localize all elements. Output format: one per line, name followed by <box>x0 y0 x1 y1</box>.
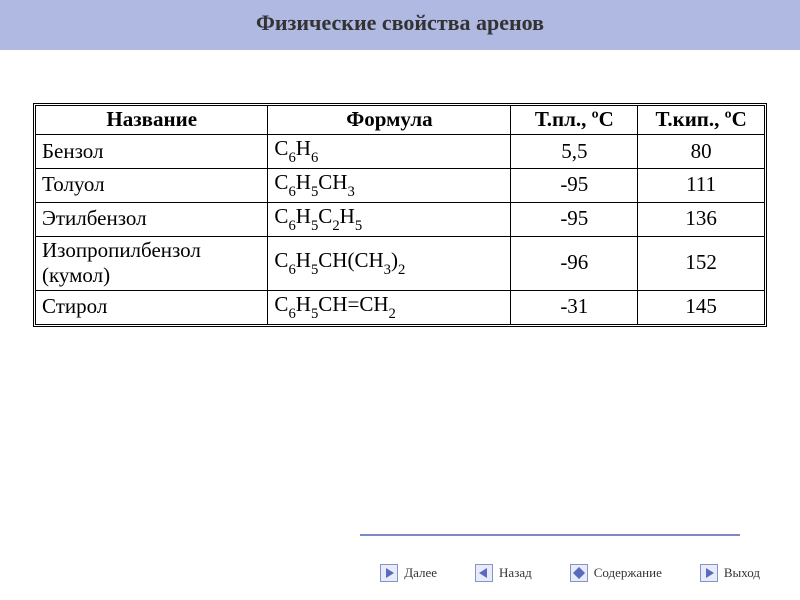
table-row: СтиролC6H5CH=CH2-31145 <box>36 291 765 325</box>
cell-tboil: 80 <box>638 135 765 169</box>
cell-name: Стирол <box>36 291 268 325</box>
triangle-right-icon <box>700 564 718 582</box>
table-body: БензолC6H65,580ТолуолC6H5CH3-95111Этилбе… <box>36 135 765 325</box>
col-header-name: Название <box>36 106 268 135</box>
cell-tboil: 136 <box>638 202 765 236</box>
triangle-right-icon <box>380 564 398 582</box>
col-header-tboil: Т.кип., ºС <box>638 106 765 135</box>
cell-formula: C6H5CH3 <box>268 169 511 203</box>
table-header-row: Название Формула Т.пл., ºС Т.кип., ºС <box>36 106 765 135</box>
cell-formula: C6H5C2H5 <box>268 202 511 236</box>
col-header-tmelt: Т.пл., ºС <box>511 106 638 135</box>
properties-table: Название Формула Т.пл., ºС Т.кип., ºС Бе… <box>35 105 765 325</box>
nav-label: Далее <box>404 565 437 581</box>
cell-tmelt: -95 <box>511 202 638 236</box>
table-row: ТолуолC6H5CH3-95111 <box>36 169 765 203</box>
cell-tmelt: 5,5 <box>511 135 638 169</box>
table-container: Название Формула Т.пл., ºС Т.кип., ºС Бе… <box>35 105 765 325</box>
page-title: Физические свойства аренов <box>256 10 544 35</box>
cell-formula: C6H5CH(CH3)2 <box>268 236 511 290</box>
table-row: ЭтилбензолC6H5C2H5-95136 <box>36 202 765 236</box>
nav-label: Содержание <box>594 565 662 581</box>
cell-tmelt: -96 <box>511 236 638 290</box>
triangle-left-icon <box>475 564 493 582</box>
cell-tboil: 152 <box>638 236 765 290</box>
nav-next-button[interactable]: Далее <box>380 564 437 582</box>
nav-back-button[interactable]: Назад <box>475 564 532 582</box>
nav-label: Назад <box>499 565 532 581</box>
footer-nav: Далее Назад Содержание Выход <box>0 564 800 582</box>
table-row: Изопропилбензол (кумол)C6H5CH(CH3)2-9615… <box>36 236 765 290</box>
cell-name: Бензол <box>36 135 268 169</box>
cell-formula: C6H5CH=CH2 <box>268 291 511 325</box>
col-header-formula: Формула <box>268 106 511 135</box>
cell-tboil: 145 <box>638 291 765 325</box>
title-bar: Физические свойства аренов <box>0 0 800 50</box>
cell-tmelt: -31 <box>511 291 638 325</box>
table-row: БензолC6H65,580 <box>36 135 765 169</box>
cell-tmelt: -95 <box>511 169 638 203</box>
cell-name: Толуол <box>36 169 268 203</box>
cell-tboil: 111 <box>638 169 765 203</box>
cell-name: Изопропилбензол (кумол) <box>36 236 268 290</box>
nav-toc-button[interactable]: Содержание <box>570 564 662 582</box>
footer-divider-wrap <box>0 534 800 536</box>
footer-divider <box>360 534 740 536</box>
cell-name: Этилбензол <box>36 202 268 236</box>
nav-label: Выход <box>724 565 760 581</box>
diamond-square-icon <box>570 564 588 582</box>
nav-exit-button[interactable]: Выход <box>700 564 760 582</box>
cell-formula: C6H6 <box>268 135 511 169</box>
